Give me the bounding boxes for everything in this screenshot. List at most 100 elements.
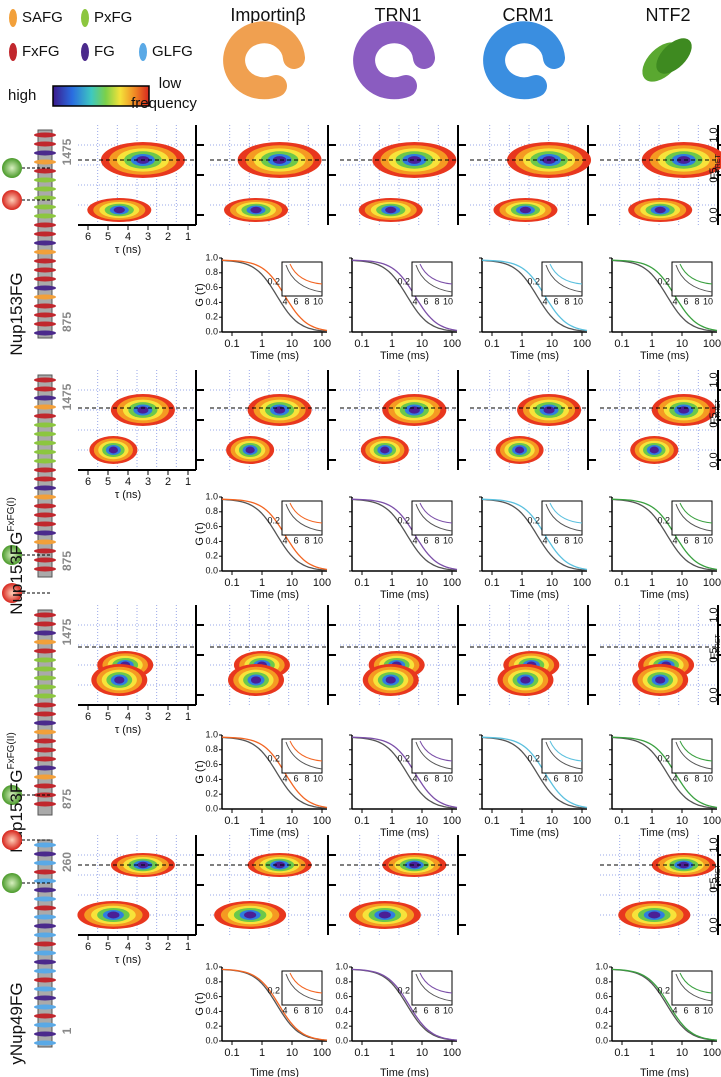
inset-x-label: 4	[672, 773, 677, 783]
inset-curve	[679, 740, 713, 762]
inset-y-label: 0.2	[267, 985, 280, 995]
sequence-motif	[34, 404, 56, 410]
time-axis-label: Time (ms)	[250, 350, 299, 362]
correlation-curve	[221, 259, 328, 332]
g-axis-label: G (τ)	[194, 283, 206, 306]
row-label-main: Nup153FG	[7, 532, 26, 615]
fluorophore	[2, 873, 22, 893]
g-tick-label: 0.2	[205, 1021, 218, 1031]
sequence-motif	[34, 141, 56, 147]
inset-curve	[549, 740, 583, 762]
time-tick-label: 0.1	[354, 1047, 369, 1059]
sequence-motif	[34, 539, 56, 545]
sequence-motif	[34, 177, 56, 183]
time-axis-label: Time (ms)	[510, 350, 559, 362]
sequence-motif	[34, 774, 56, 780]
column-header: Importinβ	[230, 5, 305, 25]
density-contour	[244, 911, 257, 919]
efret-label-sub: FRET	[715, 633, 721, 652]
g-tick-label: 0.0	[335, 1035, 348, 1045]
fluorophore	[2, 830, 22, 850]
inset-y-label: 0.2	[267, 515, 280, 525]
time-axis-label: Time (ms)	[640, 827, 689, 839]
residue-top: 1475	[60, 383, 74, 410]
time-tick-label: 0.1	[614, 577, 629, 589]
row-label-main: Nup153FG	[7, 272, 26, 355]
sequence-motif	[34, 240, 56, 246]
time-axis-label: Time (ms)	[380, 589, 429, 601]
time-tick-label: 10	[676, 577, 688, 589]
density-contour	[385, 676, 396, 684]
density-contour	[407, 156, 422, 164]
inset-x-label: 10	[703, 1005, 713, 1015]
inset-x-label: 8	[564, 296, 569, 306]
density-contour	[543, 406, 555, 414]
time-axis-label: Time (ms)	[640, 1067, 689, 1077]
correlation-curve	[351, 259, 458, 332]
inset-x-label: 8	[304, 535, 309, 545]
sequence-motif	[34, 330, 56, 336]
sequence-motif	[34, 422, 56, 428]
sequence-motif	[34, 801, 56, 807]
inset-x-label: 10	[573, 296, 583, 306]
time-axis-label: Time (ms)	[640, 589, 689, 601]
inset-curve	[415, 973, 453, 1002]
time-tick-label: 10	[546, 338, 558, 350]
efret-tick-label: 1.0	[708, 127, 720, 142]
density-contour	[380, 446, 390, 454]
column-header: CRM1	[502, 5, 553, 25]
inset	[281, 500, 323, 536]
sequence-motif	[34, 860, 56, 866]
fluorophore	[2, 190, 22, 210]
sequence-motif	[34, 512, 56, 518]
inset-x-label: 8	[694, 535, 699, 545]
time-tick-label: 0.1	[614, 338, 629, 350]
legend-swatch	[9, 9, 17, 27]
sequence-motif	[34, 195, 56, 201]
sequence-motif	[34, 666, 56, 672]
tau-tick-label: 6	[85, 476, 91, 488]
sequence-motif	[34, 887, 56, 893]
g-tick-label: 0.8	[205, 267, 218, 277]
sequence-motif	[34, 476, 56, 482]
sequence-motif	[34, 377, 56, 383]
tau-tick-label: 5	[105, 711, 111, 723]
time-tick-label: 100	[443, 338, 461, 350]
inset-curve	[545, 503, 583, 532]
correlation-curve	[351, 498, 458, 571]
legend-swatch	[9, 43, 17, 61]
time-tick-label: 1	[259, 338, 265, 350]
inset-y-label: 0.2	[657, 515, 670, 525]
time-tick-label: 10	[676, 815, 688, 827]
inset-curve	[545, 741, 583, 770]
sequence-motif	[34, 612, 56, 618]
time-tick-label: 10	[546, 815, 558, 827]
sequence-motif	[34, 449, 56, 455]
inset-curve	[675, 741, 713, 770]
colorbar-high: high	[8, 87, 36, 104]
inset-x-label: 6	[293, 1005, 298, 1015]
g-tick-label: 0.8	[595, 976, 608, 986]
column-header: TRN1	[374, 5, 421, 25]
density-contour	[648, 911, 661, 919]
g-tick-label: 0.6	[205, 282, 218, 292]
tau-tick-label: 2	[165, 476, 171, 488]
inset-x-label: 4	[542, 535, 547, 545]
sequence-motif	[34, 995, 56, 1001]
time-tick-label: 1	[389, 1047, 395, 1059]
inset-x-label: 4	[672, 296, 677, 306]
sequence-motif	[34, 186, 56, 192]
efret-axis-label: EFRET	[709, 398, 721, 424]
inset-x-label: 10	[443, 1005, 453, 1015]
sequence-motif	[34, 842, 56, 848]
time-tick-label: 10	[416, 577, 428, 589]
g-tick-label: 0.0	[205, 1035, 218, 1045]
tau-tick-label: 2	[165, 231, 171, 243]
tau-tick-label: 3	[145, 711, 151, 723]
time-tick-label: 0.1	[224, 1047, 239, 1059]
protein-shape	[656, 38, 692, 74]
sequence-motif	[34, 878, 56, 884]
density-contour	[250, 676, 262, 684]
g-tick-label: 0.6	[205, 759, 218, 769]
g-tick-label: 1.0	[205, 729, 218, 739]
